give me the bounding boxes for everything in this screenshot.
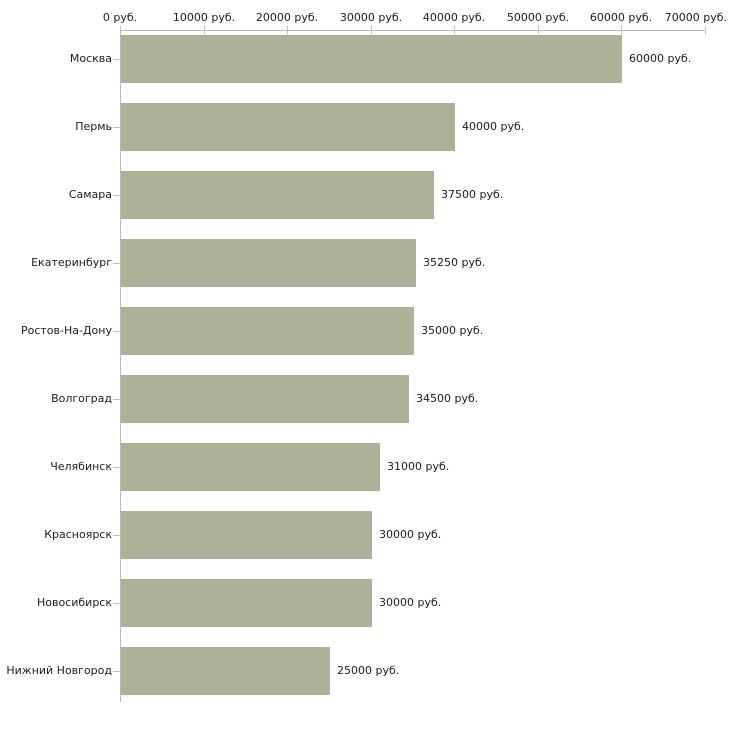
category-label: Екатеринбург [31,256,112,269]
category-tick [113,127,120,128]
bar [121,511,372,559]
bar [121,35,622,83]
category-tick [113,603,120,604]
bar-value-label: 35250 руб. [423,256,486,269]
category-tick [113,59,120,60]
category-label: Нижний Новгород [6,664,112,677]
x-axis-tick-label: 20000 руб. [255,11,319,24]
category-label: Пермь [75,120,112,133]
bar-value-label: 60000 руб. [629,52,692,65]
bar-value-label: 31000 руб. [387,460,450,473]
bar [121,579,372,627]
category-label: Новосибирск [36,596,112,609]
bar-value-label: 40000 руб. [462,120,525,133]
category-tick [113,263,120,264]
bar-value-label: 34500 руб. [416,392,479,405]
bar-value-label: 35000 руб. [421,324,484,337]
x-axis-tick-label: 0 руб. [102,11,138,24]
x-axis-tick [705,26,706,34]
category-label: Челябинск [50,460,112,473]
x-axis-tick-label: 50000 руб. [506,11,570,24]
category-label: Волгоград [51,392,112,405]
category-label: Москва [69,52,112,65]
bar-value-label: 30000 руб. [379,528,442,541]
x-axis-tick-label: 40000 руб. [422,11,486,24]
bar-value-label: 30000 руб. [379,596,442,609]
category-tick [113,195,120,196]
bar [121,647,330,695]
category-label: Ростов-На-Дону [20,324,112,337]
bar [121,443,380,491]
x-axis-tick-label: 10000 руб. [172,11,236,24]
category-label: Красноярск [44,528,112,541]
bar [121,103,455,151]
x-axis-tick-label: 70000 руб. [664,11,727,24]
bar [121,375,409,423]
bar [121,171,434,219]
y-axis-line [120,30,121,702]
category-label: Самара [68,188,112,201]
x-axis-tick-label: 60000 руб. [589,11,653,24]
category-tick [113,399,120,400]
bar [121,307,414,355]
x-axis-tick-label: 30000 руб. [339,11,403,24]
category-tick [113,671,120,672]
category-tick [113,331,120,332]
x-axis-line [120,30,705,31]
bar-value-label: 25000 руб. [337,664,400,677]
bar [121,239,416,287]
category-tick [113,467,120,468]
bar-value-label: 37500 руб. [441,188,504,201]
category-tick [113,535,120,536]
